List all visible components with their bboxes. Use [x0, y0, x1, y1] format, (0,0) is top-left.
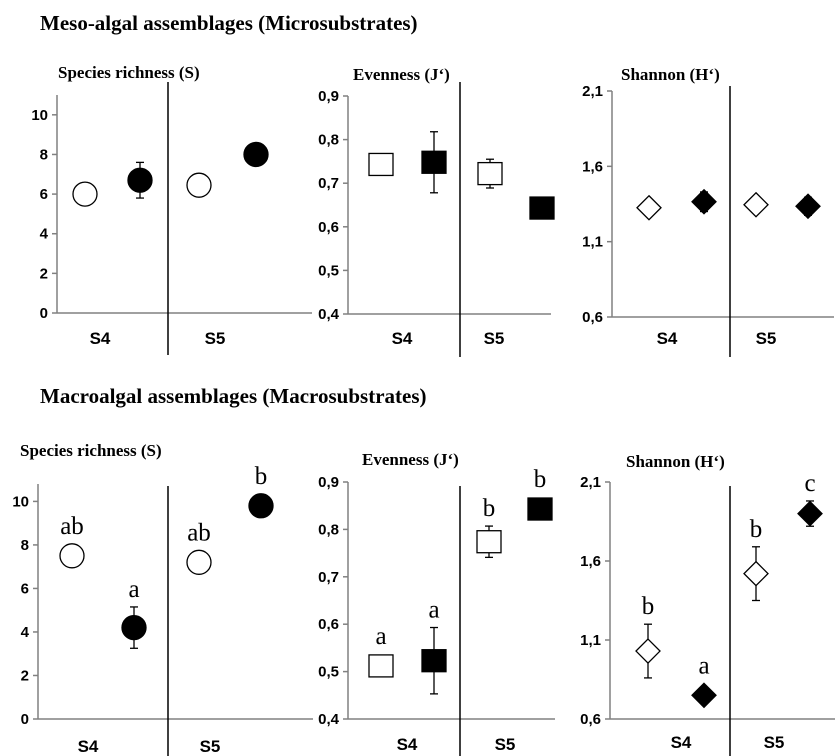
y-tick-label: 0,5 — [318, 664, 339, 681]
y-tick-label: 10 — [12, 493, 29, 510]
significance-label: b — [534, 466, 547, 493]
category-label-s5: S5 — [756, 329, 777, 348]
category-label-s5: S5 — [495, 735, 516, 754]
y-tick-label: 0,7 — [318, 175, 339, 192]
data-point-s4-open — [59, 543, 85, 569]
data-point-s4-open — [636, 194, 662, 221]
data-point-s5-filled — [797, 500, 823, 527]
y-tick-label: 0,6 — [580, 711, 601, 728]
data-point-s4-open — [368, 654, 394, 678]
chart-panel-macro-diamond: Shannon (H‘) 0,6 1,1 1,6 2,1 S4 S5 b a b c — [580, 452, 835, 756]
y-tick-label: 0,6 — [582, 309, 603, 326]
category-label-s4: S4 — [392, 329, 413, 348]
y-tick-label: 1,1 — [582, 234, 603, 251]
data-point-s5-filled — [243, 141, 269, 168]
significance-label: b — [483, 495, 496, 522]
data-point-s4-filled — [127, 167, 153, 193]
category-label-s4: S4 — [397, 735, 418, 754]
data-point-s5-filled — [527, 497, 553, 521]
data-point-s5-open — [476, 530, 502, 554]
data-point-s5-open — [186, 172, 212, 198]
y-tick-label: 2,1 — [580, 474, 601, 491]
data-point-s4-filled — [421, 150, 447, 174]
panel-title: Species richness (S) — [58, 63, 200, 82]
section-title-macro: Macroalgal assemblages (Macrosubstrates) — [40, 384, 427, 408]
y-tick-label: 0,9 — [318, 88, 339, 105]
data-point-s4-open — [635, 638, 661, 664]
data-point-s5-filled — [529, 196, 555, 220]
category-label-s4: S4 — [78, 737, 99, 756]
chart-panel-meso-circle: Species richness (S) 0 2 4 6 8 10 S4 S5 — [31, 63, 312, 355]
category-label-s4: S4 — [90, 329, 111, 348]
category-label-s5: S5 — [200, 737, 221, 756]
significance-label: a — [698, 652, 709, 679]
y-tick-label: 6 — [21, 580, 29, 597]
significance-label: a — [128, 576, 139, 603]
y-tick-label: 0,5 — [318, 262, 339, 279]
y-tick-label: 8 — [21, 537, 29, 554]
y-tick-label: 0,7 — [318, 569, 339, 586]
significance-label: a — [428, 597, 439, 624]
data-point-s5-filled — [248, 493, 274, 519]
y-tick-label: 0,6 — [318, 616, 339, 633]
significance-label: b — [255, 463, 268, 490]
y-tick-label: 10 — [31, 107, 48, 124]
significance-label: ab — [187, 519, 211, 546]
category-label-s5: S5 — [205, 329, 226, 348]
significance-label: ab — [60, 513, 84, 540]
panel-title: Species richness (S) — [20, 441, 162, 460]
y-tick-label: 2,1 — [582, 83, 603, 100]
y-tick-label: 0,6 — [318, 219, 339, 236]
data-point-s5-filled — [795, 193, 821, 220]
y-tick-label: 0,4 — [318, 711, 340, 728]
panel-title: Evenness (J‘) — [362, 450, 459, 469]
significance-label: c — [804, 470, 815, 497]
y-tick-label: 1,6 — [582, 158, 603, 175]
data-point-s4-open — [72, 181, 98, 207]
y-tick-label: 0,9 — [318, 474, 339, 491]
y-tick-label: 0 — [40, 305, 48, 322]
chart-panel-meso-square: Evenness (J‘) 0,4 0,5 0,6 0,7 0,8 0,9 S4 S5 — [318, 65, 555, 357]
y-tick-label: 6 — [40, 186, 48, 203]
panel-title: Evenness (J‘) — [353, 65, 450, 84]
y-tick-label: 0 — [21, 711, 29, 728]
panel-title: Shannon (H‘) — [626, 452, 725, 471]
data-point-s4-filled — [691, 188, 717, 215]
y-tick-label: 4 — [21, 624, 30, 641]
data-point-s5-open — [743, 191, 769, 218]
y-tick-label: 0,8 — [318, 132, 339, 149]
y-tick-label: 0,8 — [318, 521, 339, 538]
chart-panel-meso-diamond: Shannon (H‘) 0,6 1,1 1,6 2,1 S4 S5 — [582, 65, 834, 357]
section-title-meso: Meso-algal assemblages (Microsubstrates) — [40, 11, 418, 35]
category-label-s4: S4 — [671, 733, 692, 752]
data-point-s4-filled — [691, 682, 717, 709]
y-tick-label: 2 — [21, 667, 29, 684]
data-point-s5-open — [186, 549, 212, 575]
data-point-s4-filled — [121, 614, 147, 641]
y-tick-label: 0,4 — [318, 306, 340, 323]
chart-panel-macro-circle: Species richness (S) 0 2 4 6 8 10 S4 S5 ab a ab b — [12, 441, 313, 756]
significance-label: a — [375, 623, 386, 650]
y-tick-label: 4 — [40, 226, 49, 243]
y-tick-label: 1,1 — [580, 632, 601, 649]
data-point-s4-filled — [421, 649, 447, 673]
category-label-s5: S5 — [484, 329, 505, 348]
data-point-s4-open — [368, 152, 394, 177]
significance-label: b — [750, 516, 763, 543]
chart-panel-macro-square: Evenness (J‘) 0,4 0,5 0,6 0,7 0,8 0,9 S4 S5 a a b b — [318, 450, 555, 756]
y-tick-label: 2 — [40, 265, 48, 282]
data-point-s5-open — [743, 560, 769, 587]
category-label-s5: S5 — [764, 733, 785, 752]
panel-title: Shannon (H‘) — [621, 65, 720, 84]
data-point-s5-open — [477, 161, 503, 186]
y-tick-label: 8 — [40, 146, 48, 163]
category-label-s4: S4 — [657, 329, 678, 348]
significance-label: b — [642, 593, 655, 620]
y-tick-label: 1,6 — [580, 553, 601, 570]
